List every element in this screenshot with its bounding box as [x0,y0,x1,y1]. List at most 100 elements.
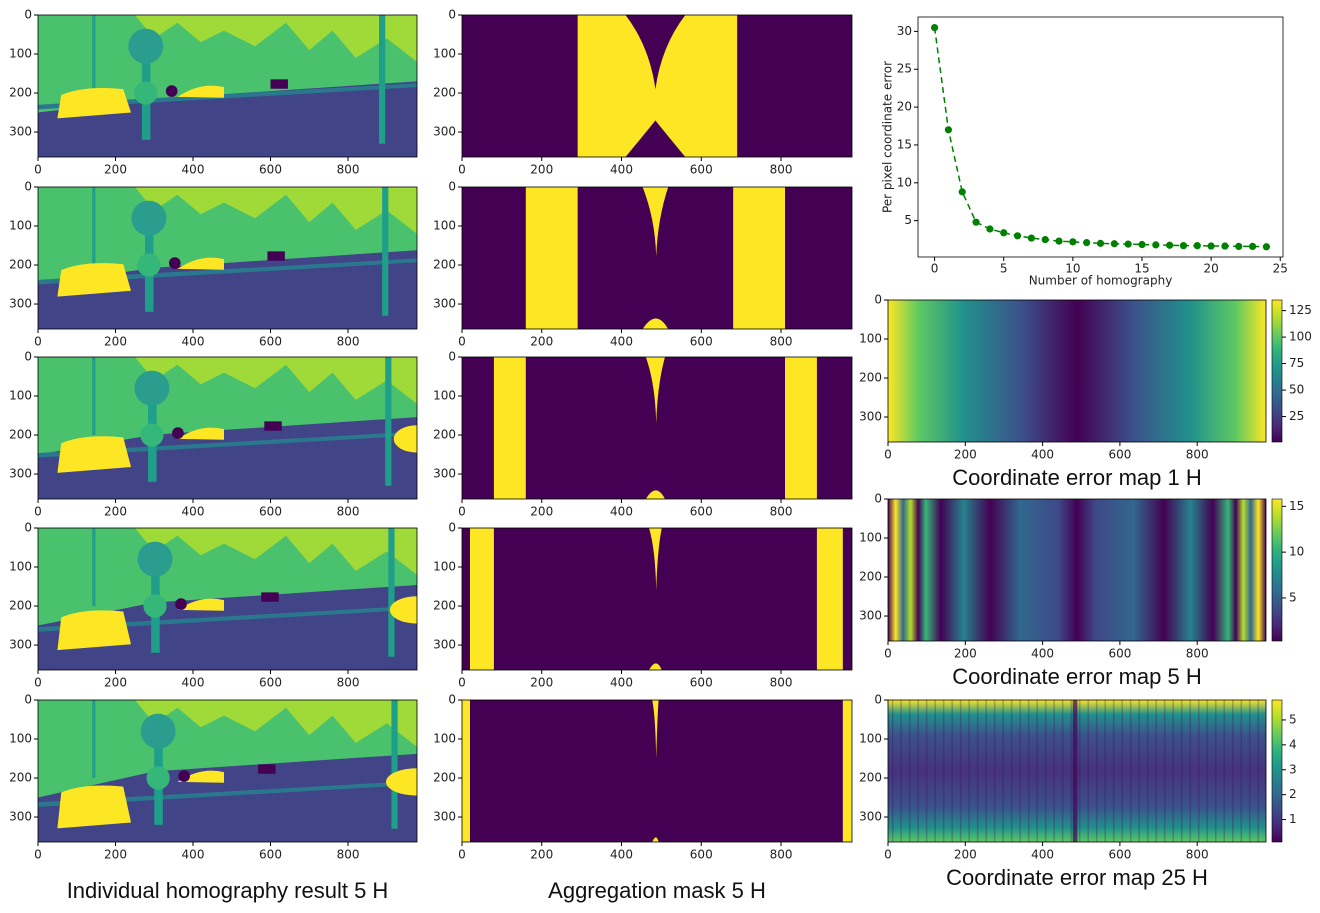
x-tick-label: 0 [34,335,42,349]
point [986,225,994,233]
axes-frame [37,527,418,671]
x-tick-label: 0 [458,676,466,690]
x-tick-label: 400 [610,676,633,690]
point [1055,237,1063,245]
tree [128,28,164,64]
caption: Aggregation mask 5 H [548,878,766,903]
y-tick-label: 0 [874,693,882,707]
trees [38,357,417,455]
curb [38,605,417,632]
y-tick-label: 100 [9,560,32,574]
heatmap-stripe [942,700,945,842]
point [1235,242,1243,251]
mask-band [842,700,852,842]
colorbar-tick-label: 5 [1289,590,1297,604]
x-tick-label: 200 [530,676,553,690]
heatmap-stripe [1214,700,1217,842]
image [38,187,417,329]
heatmap-stripe [1172,700,1175,842]
heatmap-stripe [951,700,953,842]
y-tick-label: 200 [9,258,32,272]
sign [175,598,187,610]
heatmap-stripe [993,700,996,842]
point [1221,242,1229,250]
y-tick-label: 100 [433,732,456,746]
y-tick-label: 20 [897,100,912,114]
x-tick-label: 800 [1186,647,1209,661]
y-tick-label: 0 [874,492,882,506]
pole [382,187,389,316]
image [462,357,852,499]
x-tick-label: 5 [1000,262,1008,276]
y-tick-label: 100 [9,389,32,403]
colorbar-tick-label: 4 [1289,737,1297,751]
y-tick-label: 100 [433,219,456,233]
x-tick-label: 0 [884,848,892,862]
axes-frame [461,186,853,330]
image [462,15,852,157]
car [177,427,225,440]
y-tick-label: 100 [859,732,882,746]
y-tick-label: 300 [859,609,882,623]
x-tick-label: 200 [104,335,127,349]
x-tick-label: 800 [337,163,360,177]
heatmap-stripe [1180,700,1183,842]
x-tick-label: 0 [34,848,42,862]
x-tick-label: 0 [931,262,939,276]
y-tick-label: 100 [433,389,456,403]
y-tick-label: 200 [433,771,456,785]
curb [38,431,417,458]
x-tick-label: 200 [104,676,127,690]
car [389,596,417,624]
x-tick-label: 200 [954,448,977,462]
y-tick-label: 0 [448,8,456,22]
image [462,187,852,329]
colorbar-tick-label: 2 [1289,787,1297,801]
colorbar-tick-label: 3 [1289,762,1297,776]
x-tick-label: 600 [690,163,713,177]
point [1083,239,1091,247]
y-tick-label: 0 [24,8,32,22]
car [177,257,225,270]
mask-arc [652,700,659,759]
car [393,425,417,453]
heatmap-stripe [1053,700,1055,842]
pole [388,528,395,657]
x-tick-label: 10 [1065,262,1080,276]
caption: Coordinate error map 25 H [946,865,1208,890]
x-tick-label: 800 [1186,848,1209,862]
y-tick-label: 100 [433,47,456,61]
caption: Coordinate error map 5 H [952,664,1201,689]
mask-band [469,528,494,670]
tree [134,81,158,105]
point [1138,240,1146,249]
y-tick-label: 0 [24,180,32,194]
point [1262,243,1271,251]
x-tick-label: 800 [337,676,360,690]
y-tick-label: 5 [904,213,912,227]
y-tick-label: 300 [859,810,882,824]
point [1110,240,1118,248]
x-tick-label: 0 [458,163,466,177]
axes-frame [917,16,1284,258]
heatmap-stripe [1240,700,1243,842]
colorbar [1271,299,1283,443]
pole [391,700,398,829]
colorbar-tick-label: 10 [1289,545,1304,559]
pole [92,187,96,266]
car [57,436,132,473]
box [264,421,282,431]
tree [143,594,167,618]
x-tick-label: 400 [1031,848,1054,862]
x-tick-label: 800 [1186,448,1209,462]
image [462,528,852,670]
tree [134,370,170,406]
pole [379,15,386,144]
x-tick-label: 400 [610,163,633,177]
colorbar-tick-label: 75 [1289,356,1304,370]
y-tick-label: 100 [9,219,32,233]
x-tick-label: 600 [690,505,713,519]
heatmap-stripe [1019,700,1021,842]
y-tick-label: 300 [859,410,882,424]
heatmap-stripe [908,700,911,842]
